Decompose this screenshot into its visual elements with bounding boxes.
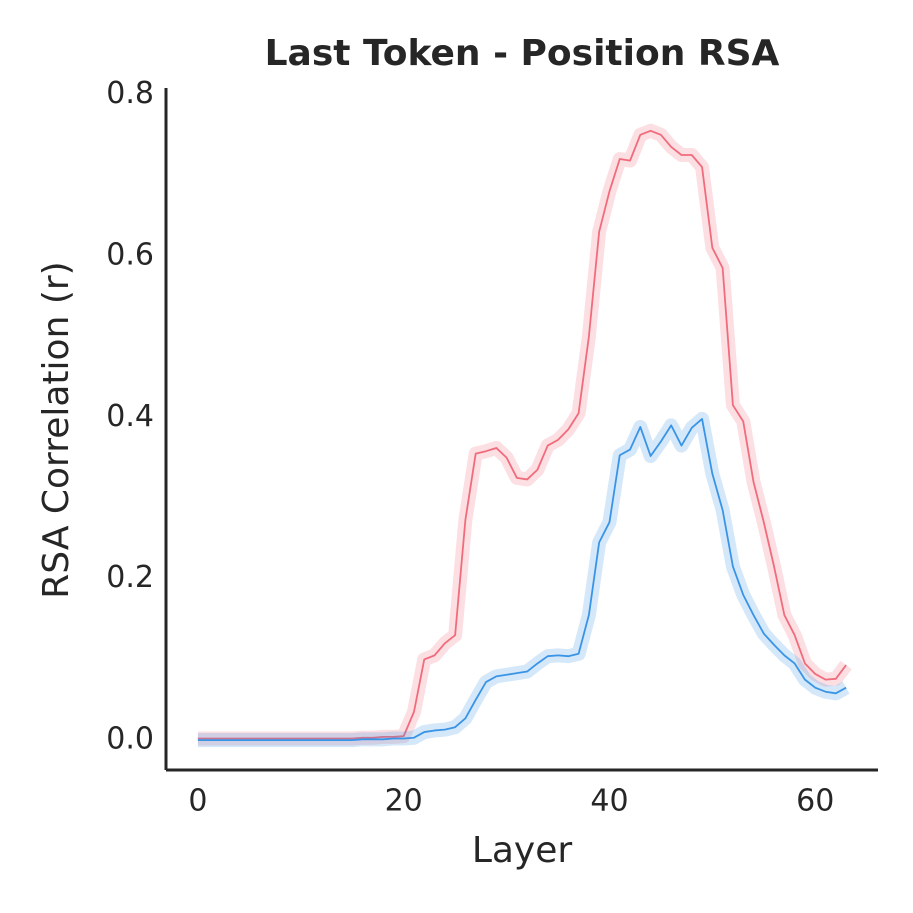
confidence-band — [197, 123, 852, 746]
y-tick-label: 0.2 — [106, 560, 154, 595]
series-line — [197, 129, 847, 740]
chart-title: Last Token - Position RSA — [265, 33, 780, 74]
y-tick-label: 0.6 — [106, 237, 154, 272]
x-tick-label: 20 — [385, 784, 423, 819]
x-tick-label: 60 — [796, 784, 834, 819]
y-tick-label: 0.0 — [106, 722, 154, 757]
x-tick-label: 40 — [590, 784, 628, 819]
y-tick-label: 0.8 — [106, 76, 154, 111]
y-tick-label: 0.4 — [106, 399, 154, 434]
x-tick-label: 0 — [188, 784, 207, 819]
series-line — [197, 418, 847, 742]
x-axis-label: Layer — [472, 830, 573, 871]
y-axis-label: RSA Correlation (r) — [36, 261, 77, 598]
